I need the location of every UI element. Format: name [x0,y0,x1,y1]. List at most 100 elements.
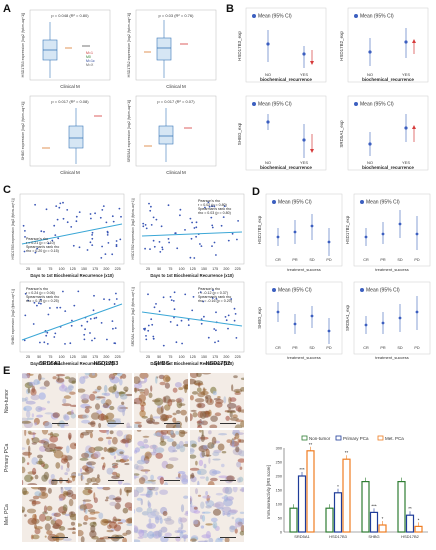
scatter-point [211,245,213,247]
scatter-point [144,247,146,250]
scatter-point [120,215,122,218]
scatter-point [199,243,201,245]
scatter-point [108,298,111,301]
scatter-point [70,324,73,327]
scatter-point [158,241,161,243]
scatter-point [184,229,186,231]
scatter-point [195,235,197,238]
ihc-image [134,487,188,542]
significance-marker: * [418,517,420,522]
scatter-point [113,303,116,305]
panel-b-legend: Mean (95% CI) [360,14,394,20]
panel-d-xlabel: treatment_success [375,267,409,272]
scatter-point [89,332,91,334]
scatter-point [173,308,176,311]
scatter-point [200,318,203,320]
x-tick-label: 150 [81,355,87,359]
stat-line: r = 0.02 (p = 0.80) [198,203,227,207]
ihc-image [190,373,244,428]
panel-letter-c: C [3,184,11,196]
panel-d-cat: PD [326,346,332,350]
scatter-point [57,237,60,240]
scatter-point [93,317,96,320]
fit-line [21,303,123,341]
stat-line: Pearson's rho [26,237,48,241]
panel-e-bar-chart: Non-tumor Primary PCa Met. PCa Immunorea… [266,435,428,539]
scatter-point [191,309,194,312]
x-tick-label: 150 [201,355,207,359]
scatter-point [215,298,218,300]
panel-c-ylabel: HSD17B2 expression [log2 (fpkm-uq+1)] [131,198,135,259]
scatter-point [69,342,72,345]
panel-d-cat: CR [275,258,281,262]
scatter-point [160,225,163,228]
bar [306,450,315,533]
panel-a-ylabel: HSD17B3 expression [log2 (fpkm-uq+1)] [21,13,25,78]
panel-d-cat: CR [363,346,369,350]
scatter-point [93,294,95,297]
x-tick-label: 100 [179,355,185,359]
scatter-point [148,202,150,205]
bar [325,507,334,533]
scatter-point [115,298,118,300]
legend-met: Met. PCa [385,436,404,441]
ci-mean-point [302,138,306,142]
scatter-point [118,207,121,210]
panel-b-cat-no: NO [265,160,271,165]
scatter-point [184,293,187,296]
scatter-point [105,221,108,224]
scatter-point [227,239,230,242]
scatter-point [227,314,230,317]
panel-d-cat: PR [380,258,386,262]
scatter-point [66,221,69,224]
panel-b-chart-srd5a1: Mean (95% CI) NO YES biochemical_recurre… [339,95,429,171]
scatter-point [161,248,164,251]
bar [414,525,423,533]
scatter-point [145,227,148,230]
scatter-point [112,220,115,223]
ihc-image [190,430,244,485]
scatter-point [200,322,203,325]
scatter-point [66,209,69,211]
scatter-point [115,244,118,246]
scatter-point [169,296,172,298]
panel-a-chart-hsd17b2: p = 0.03 (R² = 0.76) HSD17B2 expression … [127,9,217,89]
scatter-point [93,337,96,340]
panel-b-legend: Mean (95% CI) [258,14,292,20]
x-tick-label: 150 [81,267,87,271]
scatter-point [46,331,49,334]
scatter-point [75,220,78,223]
panel-c-chart-srd5a1: Pearson's rho r = -0.12 (p = 0.37) Spear… [131,281,245,366]
scatter-point [187,319,190,321]
tma-row-primary: Primary PCa [4,443,10,473]
panel-b-ylabel: SRD5A1_exp [339,120,344,148]
x-tick-label: 75 [48,267,52,271]
panel-letter-d: D [252,186,260,198]
scatter-point [39,298,42,301]
panel-b-xlabel: biochemical_recurrence [362,77,414,82]
panel-a-xlabel: Clinical M [166,170,186,175]
tma-col-shbg: SHBG [154,361,170,367]
scatter-point [204,206,206,209]
scatter-point [192,296,195,298]
ci-mean-point [368,142,372,146]
panel-c-chart-shbg: Pearson's rho r = 0.24 (p = 0.06) Spearm… [11,281,125,366]
ihc-image [78,430,132,485]
scatter-point [62,201,64,204]
scatter-point [59,306,62,309]
stat-line: Spearman's rank rho [26,295,59,299]
scatter-point [224,316,227,318]
panel-c-ylabel: SHBG expression [log2 (fpkm-uq+1)] [11,289,15,345]
scatter-point [43,230,45,233]
scatter-point [147,324,150,327]
scatter-point [236,238,238,241]
panel-d-chart-srd5a1: Mean (95% CI) CR PR SD PD treatment_succ… [345,281,431,360]
panel-a-boxplots: p = 0.048 (R² = 0.80) M=1 M0 M=1c M=X HS… [21,9,217,175]
panel-b-cat-yes: YES [402,160,410,165]
scatter-point [176,324,179,327]
scatter-point [106,338,108,341]
scatter-point [179,214,181,217]
scatter-point [27,299,29,302]
scatter-point [53,224,56,227]
x-tick-label: 25 [26,355,30,359]
